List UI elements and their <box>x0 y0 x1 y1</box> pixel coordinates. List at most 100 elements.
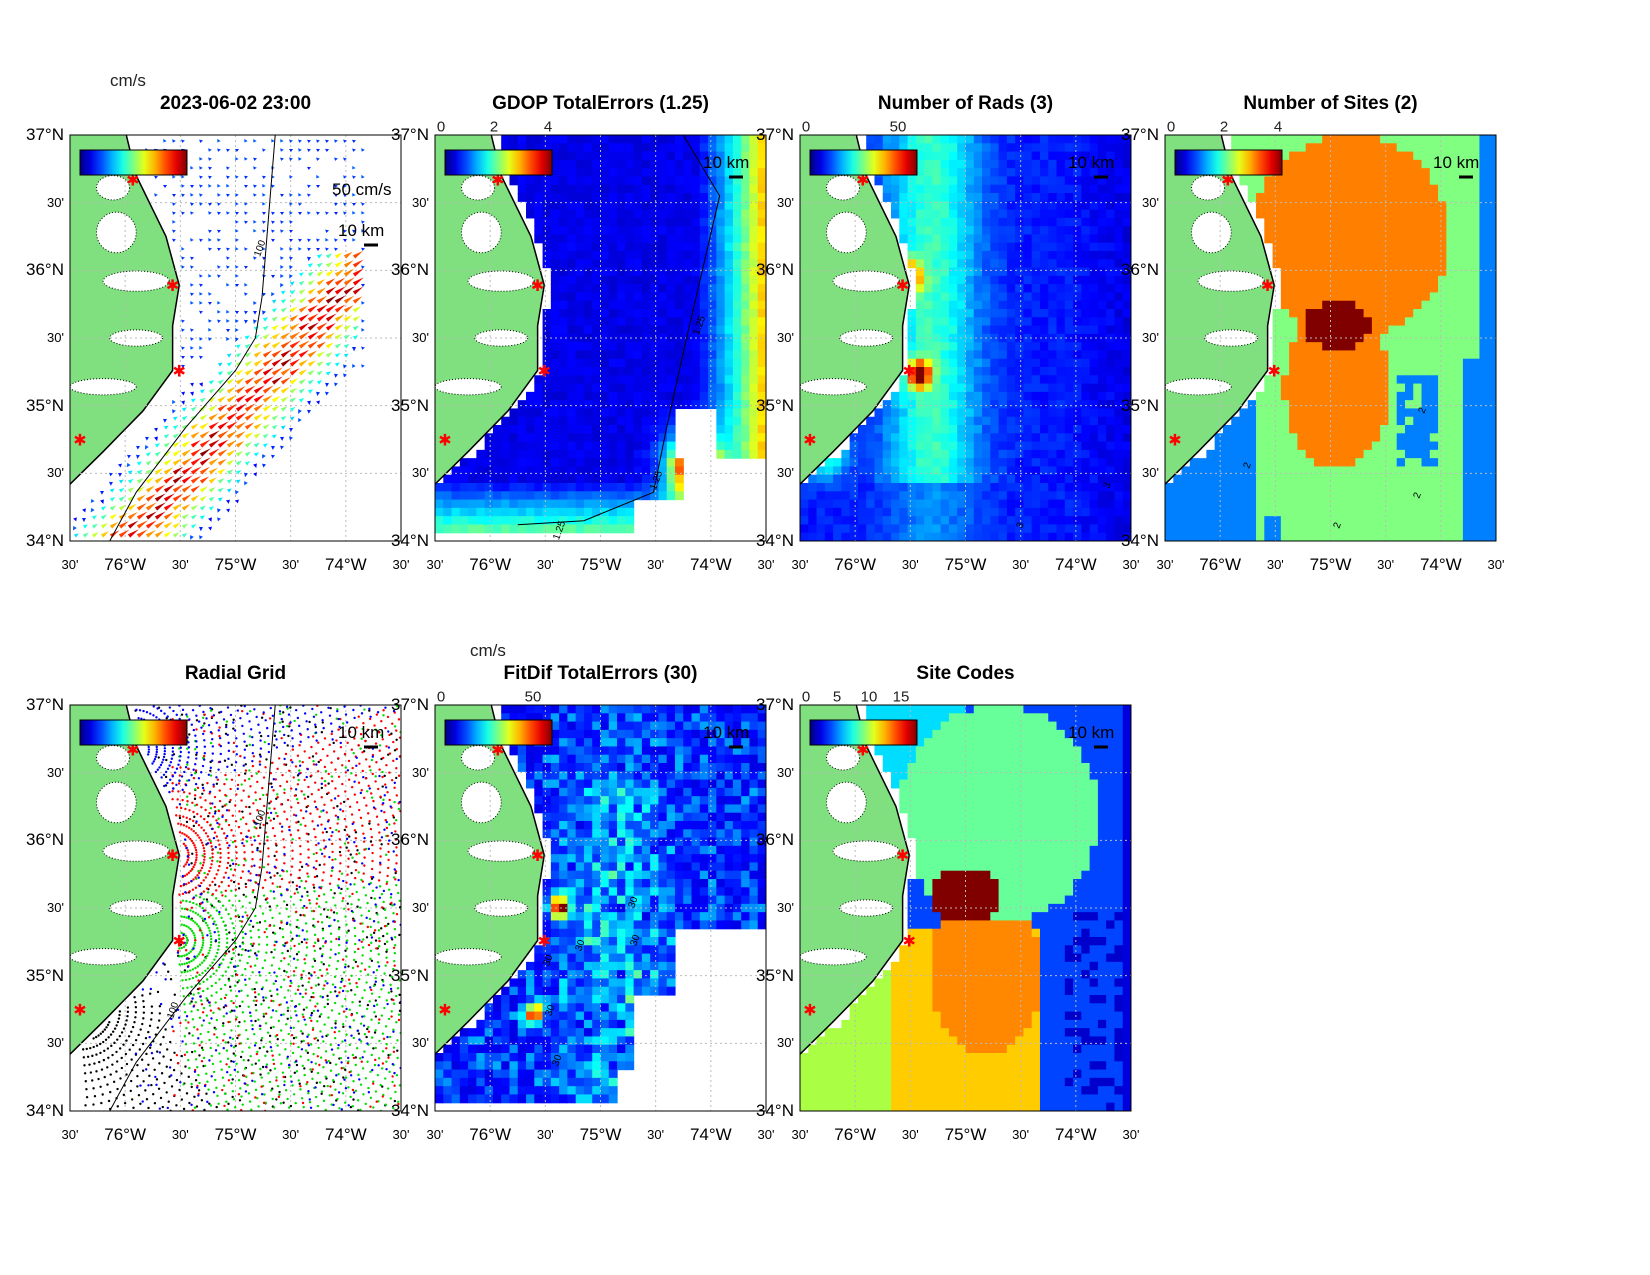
heatmap-cell <box>1421 516 1431 526</box>
vector-arrow <box>190 466 202 475</box>
vector-arrow <box>145 520 157 529</box>
heatmap-cell <box>1413 159 1423 169</box>
vector-arrow <box>262 385 274 394</box>
heatmap-cell <box>1081 408 1091 418</box>
heatmap-cell <box>990 251 1000 260</box>
map-plot: ✱✱✱✱ <box>434 134 767 542</box>
vector-arrow <box>154 502 166 511</box>
heatmap-cell <box>749 226 759 236</box>
vector-arrow <box>244 202 248 206</box>
heatmap-cell <box>1089 466 1099 476</box>
heatmap-cell <box>683 176 693 186</box>
vector-arrow <box>244 394 256 403</box>
heatmap-cell <box>1247 416 1257 426</box>
heatmap-cell <box>1363 259 1373 269</box>
heatmap-cell <box>1031 516 1041 526</box>
heatmap-cell <box>1297 234 1307 244</box>
heatmap-cell <box>1064 184 1074 194</box>
vector-arrow <box>289 407 296 412</box>
heatmap-cell <box>600 433 610 443</box>
heatmap-cell <box>1073 300 1082 310</box>
heatmap-cell <box>841 474 851 484</box>
heatmap-cell <box>1297 400 1307 410</box>
heatmap-cell <box>575 408 585 418</box>
heatmap-cell <box>1023 184 1033 194</box>
vector-arrow <box>208 273 212 278</box>
vector-arrow <box>190 292 194 296</box>
heatmap-cell <box>625 143 635 153</box>
vector-arrow <box>316 322 328 331</box>
heatmap-cell <box>699 217 709 227</box>
heatmap-cell <box>1214 441 1224 451</box>
vector-arrow <box>190 504 199 511</box>
heatmap-cell <box>932 507 942 517</box>
heatmap-cell <box>567 234 577 244</box>
heatmap-cell <box>1413 143 1423 153</box>
heatmap-cell <box>1064 333 1074 343</box>
lat-tick-label: 30' <box>47 465 64 481</box>
heatmap-cell <box>874 474 884 484</box>
vector-arrow <box>163 484 175 493</box>
heatmap-cell <box>1081 400 1091 410</box>
vector-arrow <box>136 529 148 538</box>
heatmap-cell <box>1122 408 1131 418</box>
heatmap-cell <box>608 499 618 509</box>
heatmap-cell <box>1313 516 1323 526</box>
heatmap-cell <box>749 201 759 211</box>
heatmap-cell <box>1429 350 1439 360</box>
heatmap-cell <box>666 474 676 484</box>
heatmap-cell <box>674 201 684 211</box>
heatmap-cell <box>1330 135 1340 144</box>
heatmap-cell <box>1015 168 1025 178</box>
heatmap-cell <box>451 474 461 484</box>
heatmap-cell <box>716 251 726 260</box>
vector-arrow <box>316 270 324 277</box>
heatmap-cell <box>1081 425 1091 434</box>
heatmap-cell <box>708 375 717 385</box>
heatmap-cell <box>948 267 958 277</box>
heatmap-cell <box>658 168 668 178</box>
heatmap-cell <box>476 524 486 534</box>
heatmap-cell <box>1429 491 1439 501</box>
heatmap-cell <box>1264 209 1274 219</box>
heatmap-cell <box>1264 416 1274 426</box>
heatmap-cell <box>666 325 676 335</box>
heatmap-cell <box>924 466 933 476</box>
heatmap-cell <box>1048 499 1058 509</box>
heatmap-cell <box>1064 325 1074 335</box>
heatmap-cell <box>1363 135 1373 144</box>
heatmap-cell <box>1006 507 1016 517</box>
heatmap-cell <box>1056 201 1066 211</box>
heatmap-cell <box>1338 159 1348 169</box>
heatmap-cell <box>741 358 751 368</box>
heatmap-cell <box>559 201 568 211</box>
heatmap-cell <box>1421 135 1431 144</box>
heatmap-cell <box>948 300 958 310</box>
heatmap-cell <box>1106 325 1116 335</box>
heatmap-cell <box>1313 317 1323 327</box>
vector-arrow <box>334 286 346 295</box>
heatmap-cell <box>973 483 983 492</box>
site-marker-icon: ✱ <box>73 433 86 450</box>
heatmap-cell <box>617 217 626 227</box>
heatmap-cell <box>1081 358 1091 368</box>
heatmap-cell <box>948 217 958 227</box>
heatmap-cell <box>1097 300 1107 310</box>
heatmap-cell <box>625 350 635 360</box>
heatmap-cell <box>567 408 577 418</box>
heatmap-cell <box>1056 284 1066 294</box>
heatmap-cell <box>1239 433 1249 443</box>
heatmap-cell <box>973 309 983 318</box>
heatmap-cell <box>924 259 933 269</box>
vector-arrow <box>262 376 274 385</box>
heatmap-cell <box>1380 242 1390 252</box>
heatmap-cell <box>973 217 983 227</box>
heatmap-cell <box>1330 333 1340 343</box>
heatmap-cell <box>542 135 552 144</box>
heatmap-cell <box>841 507 851 517</box>
heatmap-cell <box>1073 408 1082 418</box>
heatmap-cell <box>1438 416 1447 426</box>
heatmap-cell <box>592 400 602 410</box>
heatmap-cell <box>567 284 577 294</box>
heatmap-cell <box>1064 317 1074 327</box>
